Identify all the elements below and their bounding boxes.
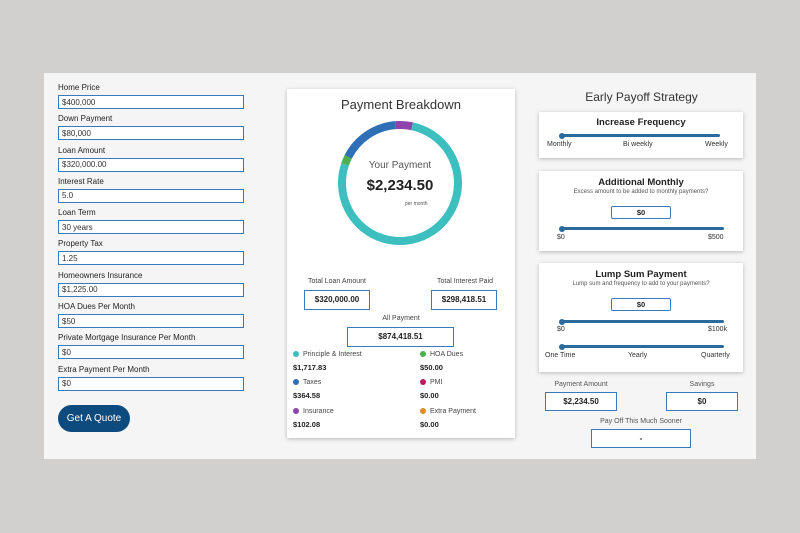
- lump-option-onetime: One Time: [545, 352, 576, 359]
- total-loan-label: Total Loan Amount: [308, 278, 366, 285]
- field-label: Loan Term: [58, 208, 96, 218]
- legend-dot-icon: [293, 351, 299, 357]
- additional-slider-knob[interactable]: [559, 225, 565, 232]
- breakdown-title: Payment Breakdown: [341, 97, 461, 112]
- additional-monthly-card: Additional Monthly Excess amount to be a…: [539, 171, 743, 251]
- field-input[interactable]: [58, 345, 244, 360]
- donut-segment: [338, 122, 462, 245]
- all-payment-label: All Payment: [382, 315, 420, 322]
- legend-item: HOA Dues: [420, 351, 463, 358]
- field-input[interactable]: [58, 251, 244, 266]
- legend-item: Extra Payment: [420, 408, 476, 415]
- field-input[interactable]: [58, 282, 244, 297]
- field-label: Interest Rate: [58, 176, 104, 186]
- legend-label: Insurance: [303, 408, 334, 415]
- frequency-option-monthly: Monthly: [547, 141, 572, 148]
- legend-value: $0.00: [420, 391, 439, 400]
- field-input[interactable]: [58, 157, 244, 172]
- donut-segment: [341, 155, 352, 166]
- payment-amount-value: $2,234.50: [545, 392, 617, 411]
- legend-value: $50.00: [420, 363, 443, 372]
- legend-item: PMI: [420, 379, 442, 386]
- legend-value: $1,717.83: [293, 363, 327, 372]
- per-month-label: per month: [405, 201, 428, 207]
- field-label: Homeowners Insurance: [58, 270, 143, 280]
- calculator-panel: Home Price Down Payment Loan Amount Interes…: [44, 73, 756, 459]
- payment-donut-chart: [338, 121, 462, 245]
- field-label: Loan Amount: [58, 145, 106, 155]
- all-payment-value: $874,418.51: [347, 327, 454, 347]
- lump-sum-slider-track[interactable]: [560, 320, 724, 323]
- lump-sum-subtitle: Lump sum and frequency to add to your pa…: [572, 281, 710, 287]
- legend-label: HOA Dues: [430, 351, 464, 358]
- field-input[interactable]: [58, 126, 244, 141]
- frequency-option-weekly: Weekly: [705, 141, 728, 148]
- frequency-option-biweekly: Bi weekly: [623, 141, 653, 148]
- lump-sum-card: Lump Sum Payment Lump sum and frequency …: [539, 263, 743, 372]
- field-label: Extra Payment Per Month: [58, 364, 150, 374]
- pay-off-sooner-label: Pay Off This Much Sooner: [600, 418, 682, 425]
- additional-max-label: $500: [708, 234, 724, 241]
- legend-item: Principle & Interest: [293, 351, 362, 358]
- lump-sum-slider-knob[interactable]: [559, 318, 565, 325]
- payment-breakdown-card: Payment Breakdown Your Payment $2,234.50…: [287, 89, 515, 438]
- lump-option-quarterly: Quarterly: [701, 352, 730, 359]
- additional-monthly-title: Additional Monthly: [598, 177, 684, 188]
- field-input[interactable]: [58, 220, 244, 235]
- additional-min-label: $0: [557, 234, 565, 241]
- field-input[interactable]: [58, 188, 244, 203]
- frequency-slider-track[interactable]: [560, 134, 720, 137]
- legend-label: Taxes: [303, 379, 322, 386]
- field-label: HOA Dues Per Month: [58, 302, 135, 312]
- legend-value: $102.08: [293, 420, 321, 429]
- field-label: Down Payment: [58, 114, 113, 124]
- lump-sum-title: Lump Sum Payment: [595, 269, 687, 280]
- donut-segment: [344, 121, 396, 159]
- early-payoff-title: Early Payoff Strategy: [585, 90, 698, 104]
- increase-frequency-card: Increase Frequency Monthly Bi weekly Wee…: [539, 112, 743, 158]
- get-quote-button[interactable]: Get A Quote: [58, 405, 130, 432]
- legend-label: Principle & Interest: [303, 351, 362, 358]
- legend-dot-icon: [420, 351, 426, 357]
- legend-value: $364.58: [293, 391, 321, 400]
- frequency-slider-knob[interactable]: [559, 132, 565, 139]
- field-input[interactable]: [58, 95, 244, 109]
- additional-slider-track[interactable]: [560, 227, 724, 230]
- donut-segment: [395, 121, 413, 131]
- legend-label: Extra Payment: [430, 408, 476, 415]
- field-label: Home Price: [58, 83, 100, 92]
- field-input[interactable]: [58, 314, 244, 329]
- additional-monthly-subtitle: Excess amount to be added to monthly pay…: [573, 189, 709, 195]
- legend-item: Taxes: [293, 379, 321, 386]
- legend-dot-icon: [420, 379, 426, 385]
- legend-label: PMI: [430, 379, 443, 386]
- field-input[interactable]: [58, 376, 244, 391]
- your-payment-label: Your Payment: [368, 160, 432, 171]
- legend-value: $0.00: [420, 420, 439, 429]
- monthly-payment-amount: $2,234.50: [366, 177, 434, 194]
- legend-dot-icon: [293, 408, 299, 414]
- savings-label: Savings: [689, 381, 715, 388]
- lump-sum-min-label: $0: [557, 326, 565, 333]
- field-label: Private Mortgage Insurance Per Month: [58, 333, 196, 343]
- lump-sum-value[interactable]: $0: [611, 298, 671, 311]
- loan-form: Home Price Down Payment Loan Amount Interes…: [58, 83, 244, 396]
- donut-center: Your Payment $2,234.50 per month: [336, 119, 464, 247]
- lump-option-yearly: Yearly: [628, 352, 648, 359]
- lump-sum-max-label: $100k: [708, 326, 728, 333]
- total-loan-value: $320,000.00: [304, 290, 370, 310]
- increase-frequency-title: Increase Frequency: [596, 117, 686, 128]
- legend-dot-icon: [420, 408, 426, 414]
- legend-item: Insurance: [293, 408, 334, 415]
- lump-frequency-slider-knob[interactable]: [559, 343, 565, 350]
- total-interest-value: $298,418.51: [431, 290, 497, 310]
- pay-off-sooner-value: -: [591, 429, 691, 448]
- lump-frequency-slider-track[interactable]: [560, 345, 724, 348]
- payment-amount-label: Payment Amount: [554, 381, 608, 388]
- field-label: Property Tax: [58, 239, 103, 249]
- savings-value: $0: [666, 392, 738, 411]
- total-interest-label: Total Interest Paid: [436, 278, 494, 285]
- legend-dot-icon: [293, 379, 299, 385]
- additional-monthly-value[interactable]: $0: [611, 206, 671, 219]
